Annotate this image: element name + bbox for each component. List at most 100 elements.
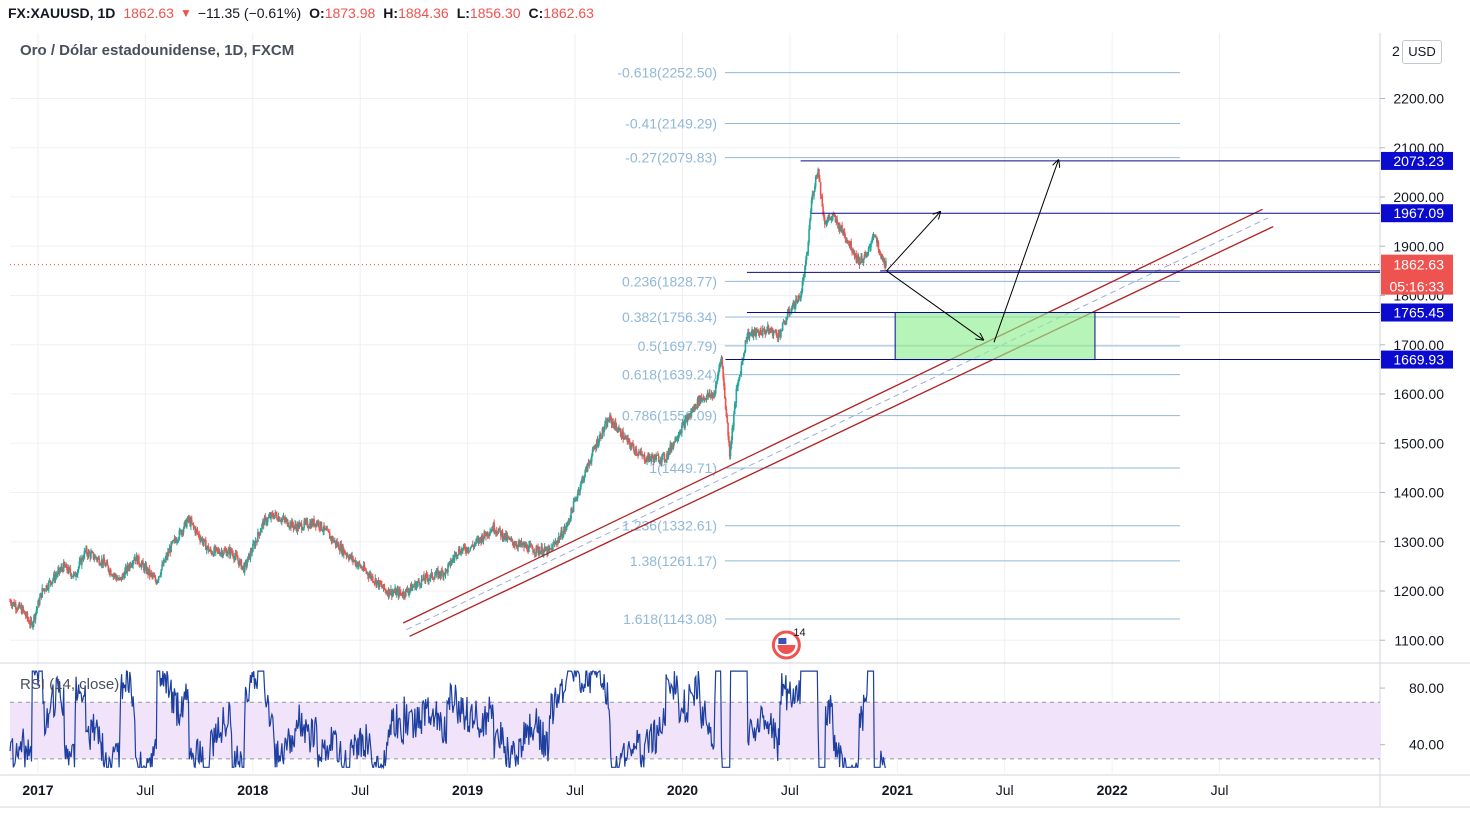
candle-body bbox=[405, 589, 407, 597]
candle-body bbox=[507, 536, 510, 538]
currency-button[interactable]: USD bbox=[1402, 40, 1442, 64]
candle-body bbox=[590, 455, 593, 462]
candle-body bbox=[146, 568, 148, 573]
candle-body bbox=[172, 540, 175, 542]
candle-body bbox=[110, 569, 112, 575]
candle-body bbox=[705, 396, 708, 400]
candle-body bbox=[676, 439, 678, 441]
candle-body bbox=[210, 551, 213, 554]
candle-body bbox=[623, 438, 625, 440]
candle-body bbox=[879, 251, 881, 253]
candle-body bbox=[880, 252, 882, 258]
candle-body bbox=[278, 516, 281, 522]
candle-body bbox=[715, 381, 718, 386]
candle-body bbox=[488, 534, 491, 536]
candle-body bbox=[372, 581, 375, 583]
candle-body bbox=[747, 331, 750, 339]
candle-body bbox=[876, 236, 878, 243]
candle-body bbox=[223, 550, 225, 554]
candle-body bbox=[633, 450, 636, 454]
candle-body bbox=[214, 547, 216, 552]
candle-body bbox=[253, 543, 256, 547]
price-chart[interactable]: -0.618(2252.50) -0.41(2149.29) -0.27(2079.… bbox=[0, 26, 1470, 815]
candle-body bbox=[604, 421, 607, 424]
candle-body bbox=[225, 550, 228, 556]
fib-level-label: -0.27(2079.83) bbox=[625, 150, 717, 166]
candle-body bbox=[567, 522, 570, 524]
candle-body bbox=[806, 253, 809, 255]
candle-body bbox=[619, 428, 622, 437]
candle-body bbox=[536, 545, 538, 548]
candle-body bbox=[673, 441, 676, 443]
candle-body bbox=[93, 558, 96, 560]
candle-body bbox=[495, 531, 497, 533]
earnings-badge-icon[interactable]: 14 bbox=[771, 627, 806, 660]
candle-body bbox=[554, 541, 557, 544]
candle-body bbox=[593, 448, 596, 450]
candle-body bbox=[298, 523, 301, 529]
candle-body bbox=[176, 540, 179, 542]
candle-body bbox=[491, 529, 494, 531]
candle-body bbox=[670, 444, 672, 450]
candle-body bbox=[799, 296, 801, 301]
candle-body bbox=[433, 576, 436, 580]
candle-body bbox=[433, 578, 435, 580]
candle-body bbox=[280, 520, 282, 522]
trend-channel bbox=[402, 208, 1274, 637]
last-price: 1862.63 bbox=[123, 5, 174, 21]
candle-body bbox=[718, 368, 720, 373]
candle-body bbox=[395, 590, 398, 596]
candle-body bbox=[595, 440, 598, 449]
price-tick-label: 1700.00 bbox=[1393, 337, 1444, 353]
candle-body bbox=[46, 585, 48, 589]
candle-body bbox=[243, 565, 245, 573]
candle-body bbox=[394, 588, 396, 593]
candle-body bbox=[61, 566, 63, 569]
candle-body bbox=[823, 215, 825, 218]
candle-body bbox=[122, 574, 125, 576]
candle-body bbox=[76, 570, 79, 575]
candle-body bbox=[348, 556, 351, 560]
candle-body bbox=[422, 575, 424, 580]
candle-body bbox=[570, 508, 572, 520]
candle-body bbox=[248, 553, 251, 560]
candle-body bbox=[238, 560, 241, 566]
candle-body bbox=[126, 564, 129, 573]
candle-body bbox=[682, 422, 685, 424]
symbol-label[interactable]: FX:XAUUSD, 1D bbox=[8, 5, 116, 21]
candle-body bbox=[638, 452, 641, 454]
candle-body bbox=[726, 415, 729, 423]
candle-body bbox=[642, 455, 645, 457]
time-axis-label: Jul bbox=[351, 782, 369, 798]
candle-body bbox=[17, 605, 20, 610]
candle-body bbox=[571, 510, 574, 512]
candle-body bbox=[516, 546, 519, 548]
candle-body bbox=[649, 457, 652, 461]
candle-body bbox=[314, 523, 316, 526]
candle-body bbox=[59, 569, 62, 572]
candle-body bbox=[241, 566, 243, 569]
candle-body bbox=[526, 545, 529, 551]
candle-body bbox=[577, 489, 580, 494]
candle-body bbox=[25, 612, 28, 617]
candle-body bbox=[695, 404, 697, 409]
candle-body bbox=[366, 572, 368, 574]
candle-body bbox=[405, 588, 408, 590]
candle-body bbox=[579, 487, 581, 492]
candle-body bbox=[419, 582, 421, 586]
time-axis: 2017 Jul 2018 Jul 2019 Jul 2020 Jul 2021 Jul 2022 J… bbox=[22, 782, 1228, 798]
candle-body bbox=[504, 533, 507, 539]
candle-body bbox=[472, 545, 475, 547]
candle-body bbox=[300, 523, 303, 530]
candle-body bbox=[243, 563, 246, 573]
candle-body bbox=[667, 448, 670, 458]
candle-body bbox=[256, 540, 258, 542]
candle-body bbox=[476, 539, 478, 541]
candle-body bbox=[396, 589, 399, 591]
candle-body bbox=[521, 544, 524, 546]
candle-body bbox=[123, 575, 125, 579]
candle-body bbox=[424, 579, 426, 581]
candle-body bbox=[573, 500, 576, 502]
candle-body bbox=[381, 584, 383, 588]
candles bbox=[9, 167, 887, 631]
